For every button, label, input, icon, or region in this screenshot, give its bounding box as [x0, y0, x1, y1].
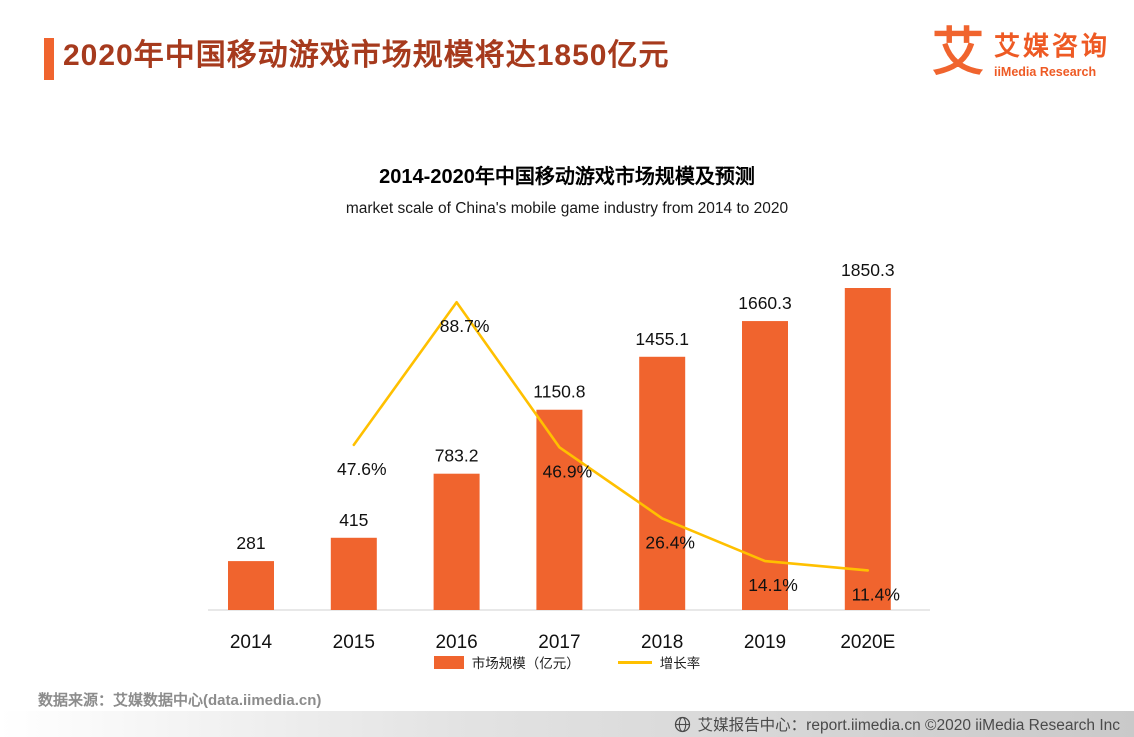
svg-text:415: 415 — [339, 510, 368, 530]
legend-item-growth-rate: 增长率 — [617, 652, 701, 672]
svg-text:1455.1: 1455.1 — [635, 329, 689, 349]
svg-text:47.6%: 47.6% — [337, 459, 387, 479]
market-scale-combo-chart: 281 2014 415 2015 783.2 2016 1150.8 2017 1455.1 2… — [208, 260, 930, 652]
svg-text:11.4%: 11.4% — [852, 584, 900, 604]
brand-name: 艾媒咨询 — [993, 31, 1110, 61]
title-accent-bar — [44, 38, 54, 80]
legend-item-market-scale: 市场规模（亿元） — [433, 652, 580, 672]
svg-text:14.1%: 14.1% — [748, 575, 798, 595]
line-series-swatch-icon — [617, 660, 652, 664]
svg-text:88.7%: 88.7% — [440, 316, 490, 336]
svg-text:2016: 2016 — [435, 632, 477, 652]
svg-text:2015: 2015 — [333, 632, 375, 652]
brand-subtitle: iiMedia Research — [993, 65, 1097, 79]
page-title: 2020年中国移动游戏市场规模将达1850亿元 — [63, 39, 670, 72]
svg-text:281: 281 — [236, 533, 265, 553]
svg-text:46.9%: 46.9% — [543, 461, 593, 481]
chart-subtitle: market scale of China's mobile game indu… — [345, 200, 789, 217]
svg-text:2014: 2014 — [230, 632, 273, 652]
svg-text:783.2: 783.2 — [435, 446, 479, 466]
chart-title: 2014-2020年中国移动游戏市场规模及预测 — [379, 166, 755, 188]
svg-text:1150.8: 1150.8 — [533, 382, 585, 402]
svg-text:26.4%: 26.4% — [645, 532, 695, 552]
svg-text:2020E: 2020E — [840, 632, 895, 652]
svg-text:2017: 2017 — [538, 632, 580, 652]
svg-text:1850.3: 1850.3 — [841, 260, 895, 280]
footer-text: 艾媒报告中心：report.iimedia.cn ©2020 iiMedia R… — [697, 717, 1120, 734]
svg-text:2019: 2019 — [744, 632, 786, 652]
data-source: 数据来源：艾媒数据中心(data.iimedia.cn) — [38, 692, 322, 709]
legend-label-growth-rate: 增长率 — [659, 656, 701, 671]
brand-logo: 艾 艾媒咨询 iiMedia Research — [931, 23, 1110, 82]
svg-text:1660.3: 1660.3 — [738, 293, 792, 313]
svg-text:2018: 2018 — [641, 632, 683, 652]
bar-series-swatch-icon — [433, 655, 464, 669]
legend-label-market-scale: 市场规模（亿元） — [471, 656, 580, 671]
globe-icon — [674, 716, 690, 732]
footer-bar: 艾媒报告中心：report.iimedia.cn ©2020 iiMedia R… — [0, 711, 1134, 737]
chart-legend: 市场规模（亿元） 增长率 — [0, 652, 1134, 672]
brand-text: 艾媒咨询 iiMedia Research — [994, 26, 1110, 79]
iimedia-logo-icon: 艾 — [931, 23, 984, 82]
